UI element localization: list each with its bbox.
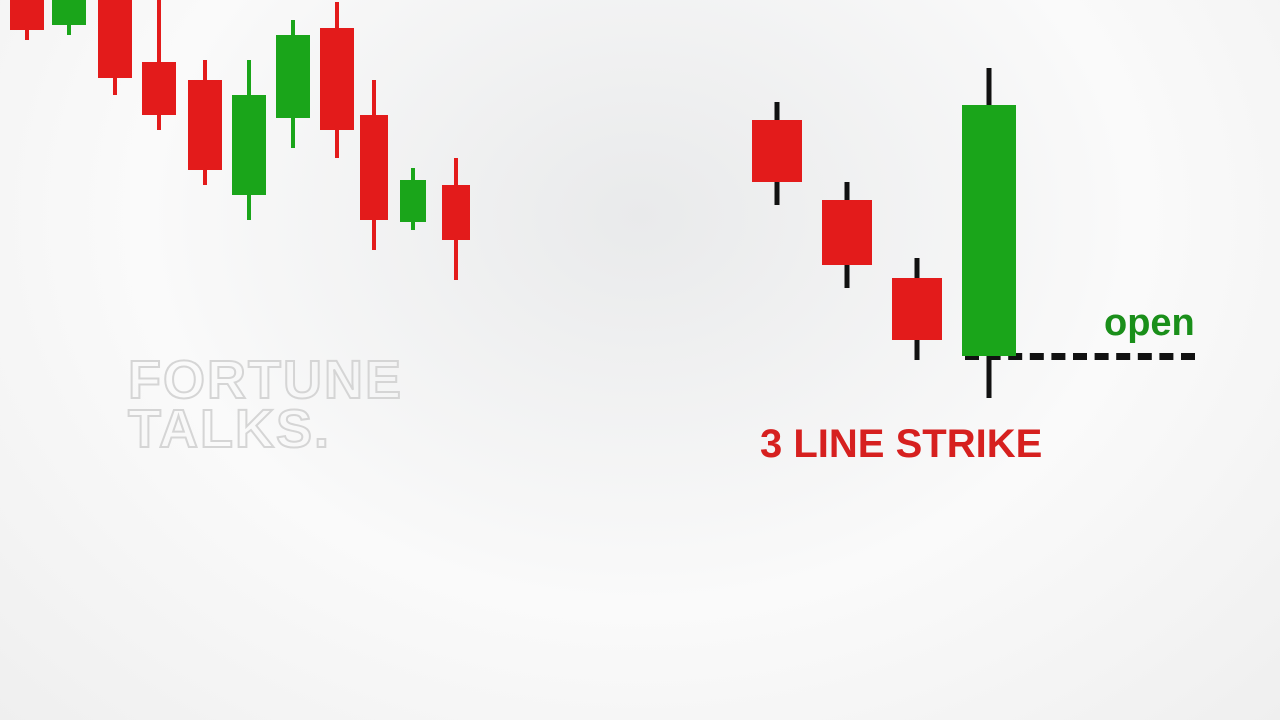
candle-body <box>142 62 176 115</box>
open-label: open <box>1104 302 1195 345</box>
left-candle <box>188 60 222 185</box>
candle-body <box>52 0 86 25</box>
left-candle <box>232 60 266 220</box>
candle-body <box>360 115 388 220</box>
candle-body <box>232 95 266 195</box>
left-candle <box>400 168 426 230</box>
left-candle <box>98 0 132 95</box>
left-candle <box>442 158 470 280</box>
watermark-line2: TALKS. <box>128 399 331 459</box>
candle-body <box>400 180 426 222</box>
stage: FORTUNE TALKS. 3 LINE STRIKE open <box>0 0 1280 720</box>
candle-body <box>442 185 470 240</box>
left-candle <box>320 2 354 158</box>
candle-body <box>188 80 222 170</box>
left-candle <box>276 20 310 148</box>
candle-body <box>752 120 802 182</box>
left-candle <box>142 0 176 130</box>
left-candle <box>360 80 388 250</box>
candle-body <box>10 0 44 30</box>
pattern-candle <box>752 102 802 205</box>
candle-body <box>276 35 310 118</box>
watermark-text: FORTUNE TALKS. <box>128 356 403 453</box>
candle-body <box>892 278 942 340</box>
candle-body <box>320 28 354 130</box>
pattern-candle <box>962 68 1016 398</box>
pattern-candle <box>822 182 872 288</box>
candle-body <box>98 0 132 78</box>
candle-body <box>822 200 872 265</box>
pattern-title: 3 LINE STRIKE <box>760 422 1042 467</box>
left-candle <box>10 0 44 40</box>
pattern-candle <box>892 258 942 360</box>
left-candle <box>52 0 86 35</box>
candle-body <box>962 105 1016 356</box>
